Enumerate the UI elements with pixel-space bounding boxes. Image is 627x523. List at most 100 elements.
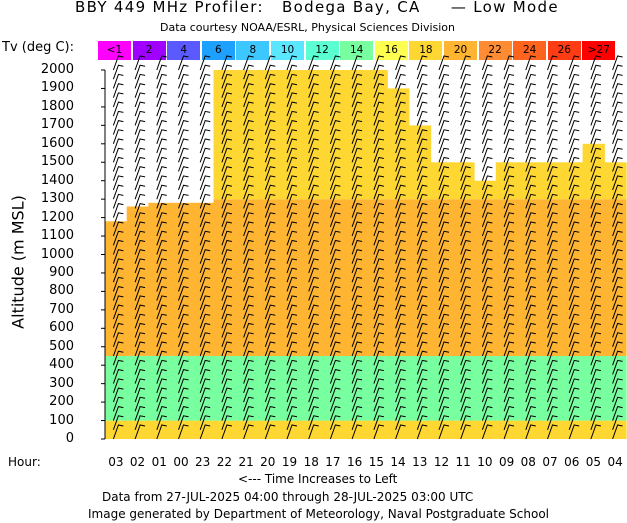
- wind-barb-shaft: [243, 203, 254, 218]
- wind-barb: [503, 101, 515, 117]
- wind-barb: [373, 184, 384, 200]
- wind-barb-shaft: [525, 387, 536, 403]
- wind-barb-shaft: [178, 83, 189, 98]
- wind-barb-shaft: [395, 258, 406, 274]
- wind-barb-shaft: [178, 313, 189, 329]
- wind-barb: [460, 110, 471, 126]
- wind-barb-shaft: [156, 221, 167, 237]
- wind-barb: [547, 387, 558, 403]
- wind-barb-shaft: [547, 212, 558, 227]
- wind-barb-shaft: [112, 322, 124, 338]
- wind-barb-shaft: [525, 92, 536, 108]
- wind-barb: [199, 415, 211, 430]
- wind-barb-shaft: [134, 101, 146, 117]
- wind-barb: [199, 147, 211, 163]
- wind-barb-shaft: [395, 276, 406, 292]
- wind-barb-shaft: [438, 175, 450, 191]
- wind-barb: [503, 221, 515, 237]
- wind-barb-shaft: [416, 221, 428, 237]
- wind-barb-shaft: [612, 322, 623, 338]
- wind-barb-shaft: [243, 92, 254, 108]
- wind-barb: [264, 120, 276, 135]
- colorbar-swatch: [167, 41, 201, 60]
- wind-barb: [460, 212, 471, 227]
- wind-barb: [503, 406, 515, 421]
- wind-barb-shaft: [460, 378, 471, 394]
- wind-barb-shaft: [373, 230, 384, 246]
- wind-barb-shaft: [503, 147, 515, 163]
- wind-barb-shaft: [395, 415, 406, 430]
- wind-barb-shaft: [221, 55, 232, 71]
- wind-barb-shaft: [134, 110, 146, 126]
- wind-barb-shaft: [134, 322, 146, 338]
- wind-barb-shaft: [351, 341, 363, 357]
- wind-barb-shaft: [286, 332, 298, 347]
- wind-barb: [221, 156, 232, 172]
- wind-barb: [329, 147, 341, 163]
- wind-barb: [156, 184, 167, 200]
- wind-barb-shaft: [547, 83, 558, 98]
- wind-barb-shaft: [178, 332, 189, 347]
- wind-barb-shaft: [395, 295, 406, 311]
- wind-barb: [481, 267, 493, 283]
- wind-barb-shaft: [525, 396, 536, 412]
- wind-barb: [395, 415, 406, 430]
- wind-barb-shaft: [286, 138, 298, 154]
- wind-barb-shaft: [590, 322, 601, 338]
- heatmap-cell: [560, 356, 584, 421]
- wind-barb: [547, 184, 558, 200]
- wind-barb: [503, 138, 515, 154]
- wind-barb: [221, 359, 232, 375]
- wind-barb-shaft: [156, 313, 167, 329]
- wind-barb: [112, 258, 124, 274]
- wind-barb: [503, 350, 515, 366]
- wind-barb: [134, 239, 146, 255]
- wind-barb: [416, 304, 428, 320]
- wind-barb-shaft: [568, 387, 580, 403]
- wind-barb: [373, 110, 384, 126]
- wind-barb: [612, 193, 623, 209]
- wind-barb: [112, 92, 124, 108]
- wind-barb: [243, 120, 254, 135]
- wind-barb: [221, 332, 232, 347]
- wind-barb-shaft: [199, 156, 211, 172]
- wind-barb-shaft: [373, 166, 384, 181]
- wind-barb: [525, 341, 536, 357]
- wind-barb-shaft: [329, 332, 341, 347]
- wind-barb: [178, 341, 189, 357]
- wind-barb-shaft: [264, 212, 276, 227]
- wind-barb: [547, 286, 558, 301]
- wind-barb-shaft: [503, 249, 515, 264]
- wind-barb: [329, 258, 341, 274]
- wind-barb-shaft: [156, 101, 167, 117]
- wind-barb: [503, 369, 515, 384]
- wind-barb: [373, 304, 384, 320]
- wind-barb: [351, 73, 363, 89]
- wind-barb: [156, 64, 167, 80]
- wind-barb: [156, 110, 167, 126]
- wind-barb: [264, 387, 276, 403]
- wind-barb-shaft: [416, 304, 428, 320]
- wind-barb-shaft: [525, 230, 536, 246]
- wind-barb: [525, 230, 536, 246]
- wind-barb: [134, 203, 146, 218]
- wind-barb: [547, 341, 558, 357]
- wind-barb: [590, 304, 601, 320]
- wind-barb: [460, 387, 471, 403]
- wind-barb: [329, 406, 341, 421]
- wind-barb: [612, 83, 623, 98]
- wind-barb: [134, 350, 146, 366]
- wind-barb-shaft: [156, 230, 167, 246]
- wind-barb-shaft: [221, 276, 232, 292]
- wind-barb-shaft: [134, 55, 146, 71]
- wind-barb-shaft: [395, 147, 406, 163]
- heatmap-cell: [300, 356, 323, 421]
- wind-barb-shaft: [590, 369, 601, 384]
- wind-barb-shaft: [438, 378, 450, 394]
- hour-tick-label: 22: [216, 455, 233, 469]
- wind-barb: [438, 332, 450, 347]
- wind-barb-shaft: [460, 424, 471, 440]
- wind-barb: [264, 396, 276, 412]
- wind-barb: [134, 156, 146, 172]
- wind-barb-shaft: [547, 276, 558, 292]
